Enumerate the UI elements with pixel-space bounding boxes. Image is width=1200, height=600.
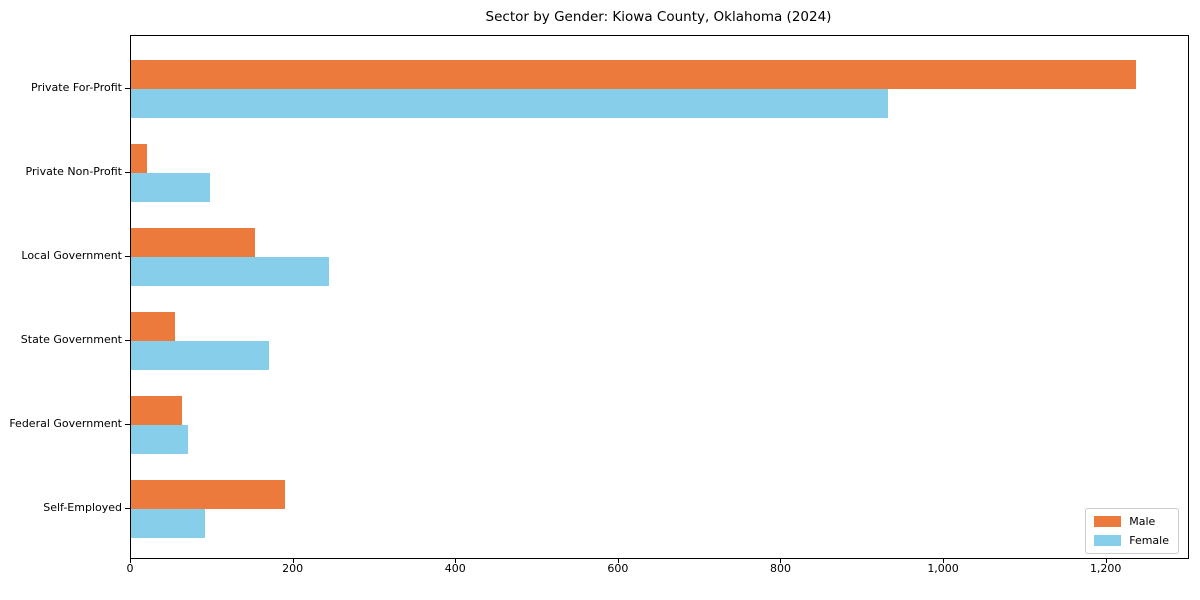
legend: Male Female [1085,508,1179,554]
y-tick-label-private-non-profit: Private Non-Profit [25,165,122,178]
y-tick-label-federal-government: Federal Government [9,417,122,430]
bar-female-private-for-profit [131,89,888,118]
x-tick-label-6: 1,200 [1089,562,1122,575]
y-tick-mark-federal-government [125,424,130,425]
x-tick-label-4: 800 [769,562,791,575]
y-tick-label-self-employed: Self-Employed [43,501,122,514]
x-tick-label-0: 0 [126,562,134,575]
y-tick-label-local-government: Local Government [21,249,122,262]
x-tick-mark-3 [617,558,619,563]
bar-female-federal-government [131,425,188,454]
x-tick-label-2: 400 [444,562,466,575]
x-tick-label-1: 200 [282,562,304,575]
bar-male-state-government [131,312,175,341]
legend-swatch-female [1094,535,1122,546]
y-tick-label-state-government: State Government [20,333,122,346]
x-tick-mark-4 [780,558,782,563]
x-tick-mark-0 [130,558,131,563]
y-tick-mark-state-government [125,340,130,341]
bar-female-self-employed [131,509,205,538]
x-tick-mark-6 [1105,558,1107,563]
bar-female-private-non-profit [131,173,210,202]
x-tick-mark-5 [943,558,945,563]
bar-male-federal-government [131,396,183,425]
x-tick-label-5: 1,000 [927,562,959,575]
chart-title: Sector by Gender: Kiowa County, Oklahoma… [485,9,832,25]
y-tick-mark-private-for-profit [125,88,130,89]
bar-male-private-non-profit [131,144,148,173]
bar-male-local-government [131,228,256,257]
legend-label-female: Female [1129,534,1169,547]
y-tick-label-private-for-profit: Private For-Profit [31,81,122,94]
legend-swatch-male [1094,516,1122,527]
y-tick-mark-local-government [125,256,130,257]
legend-item-female: Female [1094,534,1169,547]
plot-area: Male Female [130,35,1189,559]
legend-label-male: Male [1129,515,1156,528]
legend-item-male: Male [1094,515,1169,528]
bar-female-state-government [131,341,270,370]
x-tick-label-3: 600 [607,562,629,575]
y-tick-mark-private-non-profit [125,172,130,173]
x-tick-mark-1 [292,558,294,563]
bar-female-local-government [131,257,329,286]
x-tick-mark-2 [455,558,457,563]
y-tick-mark-self-employed [125,508,130,509]
bar-male-self-employed [131,480,285,509]
bar-male-private-for-profit [131,60,1136,89]
